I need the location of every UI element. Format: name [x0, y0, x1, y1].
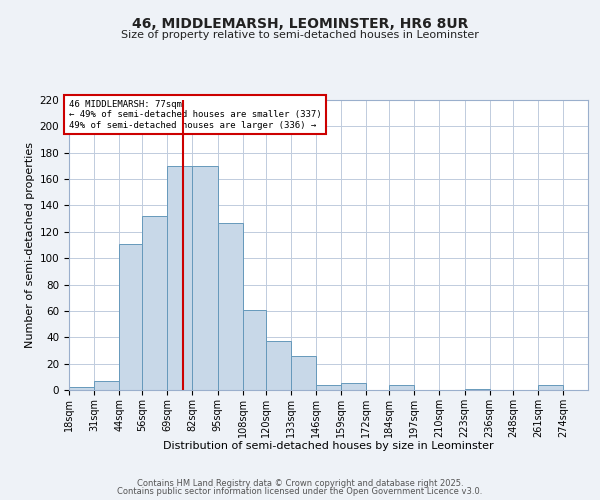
- Bar: [389, 384, 415, 390]
- Bar: [538, 384, 563, 390]
- Bar: [464, 388, 490, 390]
- Bar: [119, 244, 142, 390]
- Bar: [69, 388, 94, 390]
- Bar: [266, 341, 291, 390]
- Bar: [341, 384, 366, 390]
- Y-axis label: Number of semi-detached properties: Number of semi-detached properties: [25, 142, 35, 348]
- Bar: [142, 216, 167, 390]
- Bar: [291, 356, 316, 390]
- Text: 46 MIDDLEMARSH: 77sqm
← 49% of semi-detached houses are smaller (337)
49% of sem: 46 MIDDLEMARSH: 77sqm ← 49% of semi-deta…: [69, 100, 322, 130]
- Text: Contains public sector information licensed under the Open Government Licence v3: Contains public sector information licen…: [118, 487, 482, 496]
- Bar: [218, 222, 242, 390]
- Text: Size of property relative to semi-detached houses in Leominster: Size of property relative to semi-detach…: [121, 30, 479, 40]
- Bar: [167, 166, 193, 390]
- Bar: [242, 310, 266, 390]
- Bar: [94, 381, 119, 390]
- Text: 46, MIDDLEMARSH, LEOMINSTER, HR6 8UR: 46, MIDDLEMARSH, LEOMINSTER, HR6 8UR: [132, 18, 468, 32]
- Bar: [316, 384, 341, 390]
- X-axis label: Distribution of semi-detached houses by size in Leominster: Distribution of semi-detached houses by …: [163, 441, 494, 451]
- Text: Contains HM Land Registry data © Crown copyright and database right 2025.: Contains HM Land Registry data © Crown c…: [137, 478, 463, 488]
- Bar: [193, 166, 218, 390]
